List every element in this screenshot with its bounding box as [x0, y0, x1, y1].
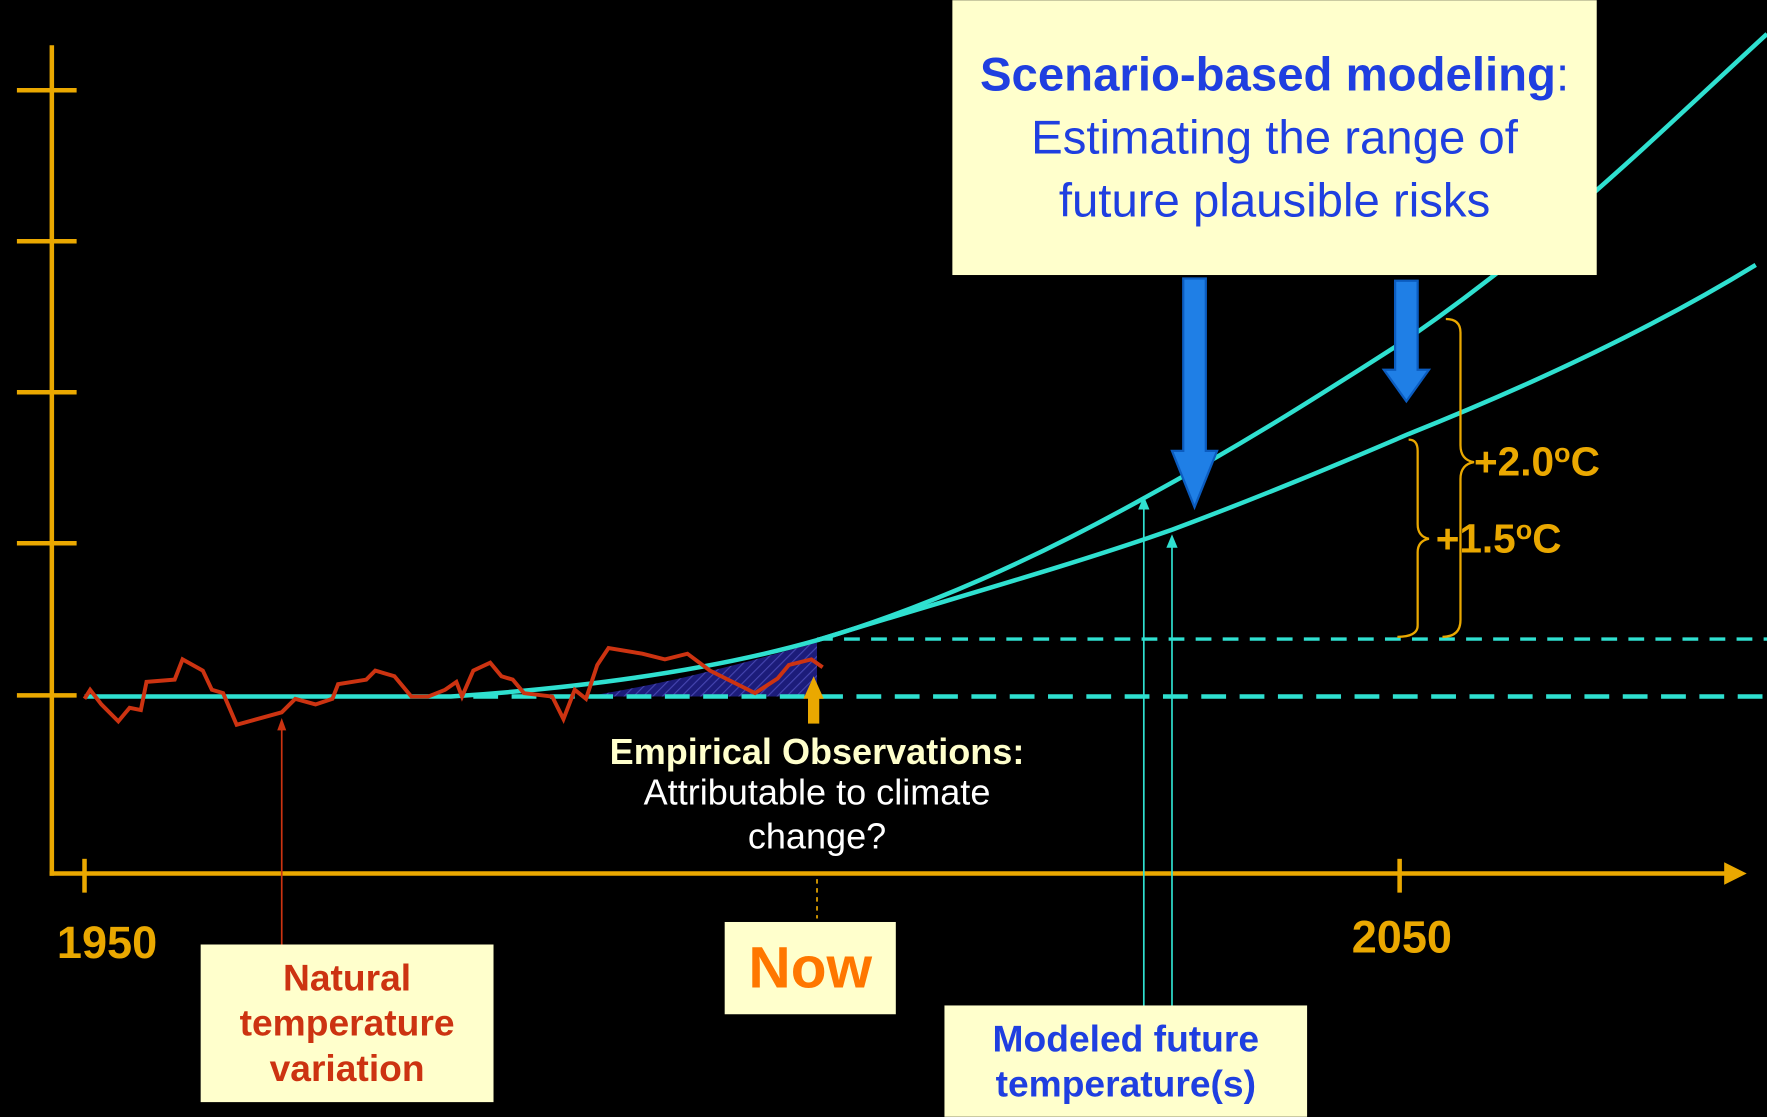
empirical-heading: Empirical Observations:: [610, 731, 1025, 772]
threshold-label: +1.5oC: [1436, 515, 1562, 562]
scenario-rest: : Estimating the range of future plausib…: [1031, 47, 1570, 227]
natural-box: Natural temperature variation: [200, 944, 494, 1103]
scenario-box: Scenario-based modeling: Estimating the …: [952, 0, 1597, 276]
scenario-frame: Scenario-based modeling: Estimating the …: [952, 0, 1597, 276]
threshold-label: +2.0oC: [1474, 438, 1600, 485]
empirical-frame: Attributable to climate change?: [643, 772, 991, 857]
x-arrowhead: [1724, 862, 1747, 885]
pointer-head: [1138, 495, 1150, 510]
natural-variation-line: [82, 645, 824, 728]
scenario-bold: Scenario-based modeling: [979, 47, 1556, 101]
natural-frame: Natural temperature variation: [200, 944, 494, 1103]
observed-area: [585, 642, 818, 697]
now-frame: Now: [724, 921, 896, 1015]
empirical-text: Attributable to climate change?: [643, 772, 991, 857]
x-end-label: 2050: [1352, 911, 1452, 962]
natural-pointer-head: [277, 717, 287, 731]
braces: [1397, 317, 1475, 638]
modeled-box: Modeled future temperature(s): [944, 1005, 1308, 1117]
modeled-pointers: [1142, 504, 1173, 1009]
lower-curve: [816, 263, 1757, 643]
now-arrow: [807, 696, 820, 724]
scenario-arrows: [1170, 277, 1432, 511]
pointer-head: [1166, 534, 1178, 548]
now-arrowhead: [803, 676, 824, 699]
modeled-frame: Modeled future temperature(s): [944, 1005, 1308, 1117]
x-start-label: 1950: [57, 917, 157, 968]
scenario-text: Scenario-based modeling: Estimating the …: [968, 43, 1581, 232]
now-box: Now: [724, 921, 896, 1015]
axes: [16, 45, 1730, 893]
